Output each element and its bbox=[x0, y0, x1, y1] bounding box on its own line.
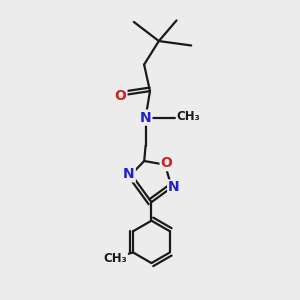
Text: CH₃: CH₃ bbox=[176, 110, 200, 123]
Text: O: O bbox=[160, 156, 172, 170]
Text: N: N bbox=[140, 111, 152, 124]
Text: N: N bbox=[168, 181, 180, 194]
Text: O: O bbox=[115, 88, 127, 103]
Text: CH₃: CH₃ bbox=[103, 252, 127, 265]
Text: N: N bbox=[123, 167, 135, 182]
